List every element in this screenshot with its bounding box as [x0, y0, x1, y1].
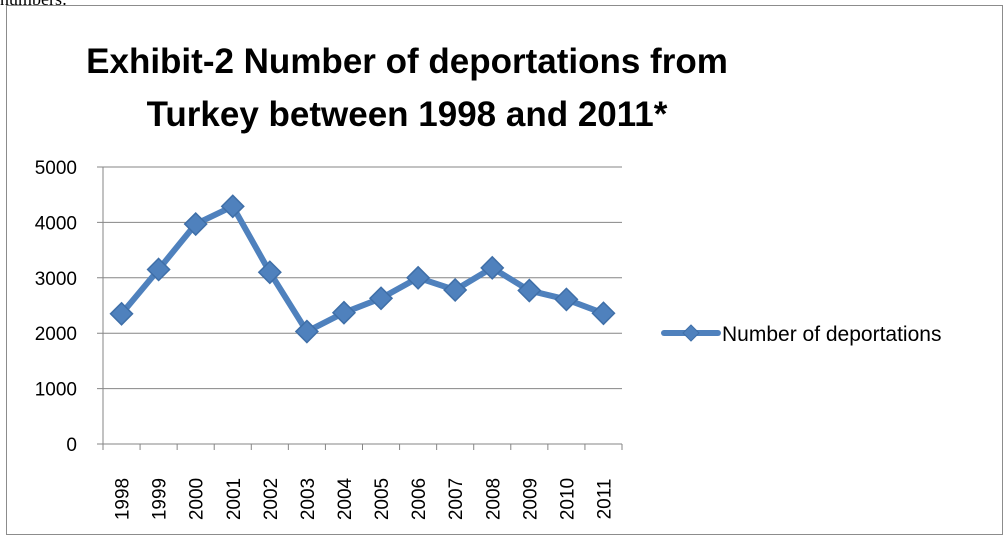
data-point-2004	[331, 300, 357, 325]
data-point-2010	[554, 287, 579, 312]
data-point-2002	[257, 260, 282, 285]
preceding-text-fragment: numbers:	[0, 0, 67, 10]
legend-label: Number of deportations	[722, 323, 941, 346]
y-tick-label-0: 0	[66, 435, 77, 456]
legend-marker-icon	[682, 324, 700, 342]
x-tick-label-2001: 2001	[224, 478, 245, 520]
data-point-2007	[443, 277, 468, 303]
x-tick-label-2004: 2004	[335, 477, 356, 520]
x-tick-label-2010: 2010	[557, 478, 578, 520]
x-tick-label-1998: 1998	[113, 478, 134, 520]
chart-title-line-1: Exhibit-2 Number of deportations from	[86, 42, 728, 81]
x-tick-label-2003: 2003	[298, 478, 319, 520]
data-point-2005	[368, 286, 394, 311]
y-tick-label-3000: 3000	[35, 269, 77, 290]
x-tick-label-2011: 2011	[594, 479, 615, 520]
y-tick-label-5000: 5000	[35, 158, 77, 179]
x-tick-label-2002: 2002	[261, 478, 282, 520]
data-point-2000	[183, 212, 208, 237]
data-point-2008	[480, 255, 505, 280]
data-point-2006	[406, 265, 431, 290]
x-tick-label-2005: 2005	[372, 478, 393, 520]
data-point-1999	[146, 257, 171, 282]
y-tick-label-4000: 4000	[35, 213, 77, 234]
x-tick-label-2008: 2008	[483, 478, 504, 520]
x-tick-label-2006: 2006	[409, 478, 430, 520]
data-point-1998	[109, 301, 134, 326]
x-tick-label-2007: 2007	[446, 478, 467, 520]
x-tick-label-1999: 1999	[150, 478, 171, 520]
x-tick-label-2009: 2009	[520, 478, 541, 520]
data-point-2003	[294, 319, 319, 344]
data-point-2001	[220, 194, 245, 219]
chart-frame: Exhibit-2 Number of deportations from Tu…	[6, 5, 1003, 535]
data-point-2011	[591, 301, 616, 326]
chart-title-line-2: Turkey between 1998 and 2011*	[146, 95, 668, 134]
y-tick-label-1000: 1000	[35, 380, 77, 401]
data-point-2009	[517, 278, 542, 303]
x-tick-label-2000: 2000	[187, 478, 208, 520]
y-tick-label-2000: 2000	[35, 324, 77, 345]
